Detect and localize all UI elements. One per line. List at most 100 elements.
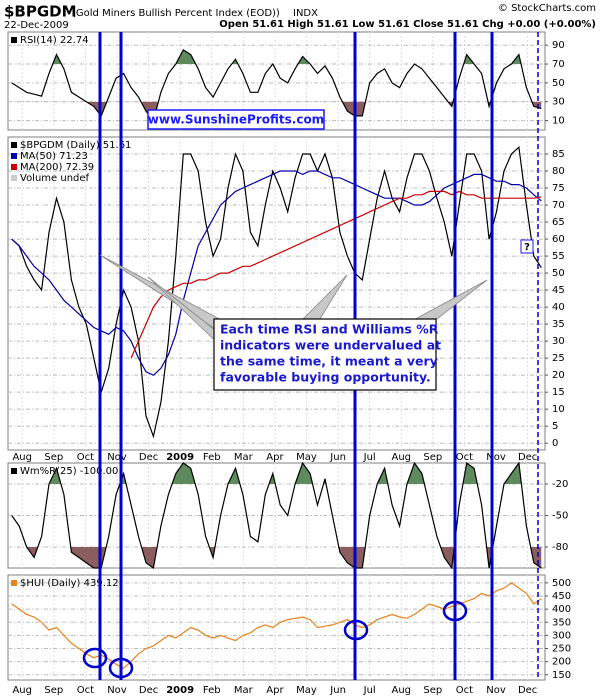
y-tick-label: 40 [552,302,565,313]
x-tick-label: Sep [44,685,63,696]
legend-swatch [11,142,17,148]
circle [82,647,108,669]
title-swatch [11,468,17,474]
legend-entry: MA(50) 71.23 [20,151,88,162]
x-tick-label: Aug [12,452,32,463]
x-tick-label: Sep [423,452,442,463]
description: (Gold Miners Bullish Percent Index (EOD)… [72,8,280,19]
x-tick-label: Nov [107,685,127,696]
circles [82,600,468,679]
x-tick-label: Jul [363,452,376,463]
symbol: $BPGDM [4,3,77,21]
panel-title: Wm%R(25) -100.00 [20,466,118,477]
x-tick-label: Oct [456,452,473,463]
panel: -20 -50 -80 Wm%R(25) -100.00 [7,461,568,570]
x-tick-label: Dec [518,452,537,463]
y-tick-label: 10 [552,116,565,127]
y-tick-label: 70 [552,200,565,211]
panel-title: $HUI (Daily) 439.12 [20,578,119,589]
x-tick-label: Oct [77,452,94,463]
y-tick-label: 60 [552,234,565,245]
x-tick-label: Jun [329,685,346,696]
x-tick-label: Dec [139,452,158,463]
circle [108,657,134,679]
y-tick-label: 250 [552,644,571,655]
question: ? [524,242,530,253]
signal-lines [98,32,539,680]
quote: Open 51.61 High 51.61 Low 51.61 Close 51… [219,19,596,30]
website: www.SunshineProfits.com [148,113,324,127]
x-tick-label: Mar [234,452,254,463]
circle [343,619,369,641]
legend-entry: $BPGDM (Daily) 51.61 [20,140,131,151]
source: © StockCharts.com [498,3,596,14]
series-line [130,190,542,359]
website-box [147,109,325,130]
y-tick-label: 80 [552,166,565,177]
x-tick-label: May [296,685,317,696]
y-tick-label: 30 [552,336,565,347]
x-tick-label: 2009 [166,452,194,463]
x-tick-label: 2009 [166,685,194,696]
x-tick-label: Jul [363,685,376,696]
y-tick-label: 200 [552,657,571,668]
x-tick-label: Aug [392,452,412,463]
y-tick-label: -50 [552,511,568,522]
annotations: www.SunshineProfits.com Each time RSI an… [82,32,539,680]
y-tick-label: 10 [552,404,565,415]
y-tick-label: 15 [552,387,565,398]
y-tick-label: 350 [552,617,571,628]
panel-title: RSI(14) 22.74 [20,35,89,46]
panel: 150 200 250 300 350 400 450 500 $HUI (Daily) 439… [7,574,571,681]
x-tick-label: Sep [423,685,442,696]
x-tick-label: Oct [456,685,473,696]
exchange: INDX [293,8,318,19]
y-tick-label: 50 [552,78,565,89]
legend-entry: Volume undef [20,173,90,184]
panel: 0 5 10 15 20 25 30 35 40 45 50 55 60 65 70 75 80 85 $BPGDM… [7,136,565,451]
y-tick-label: 25 [552,353,565,364]
y-tick-label: 450 [552,591,571,602]
x-tick-label: Apr [266,685,284,696]
y-tick-label: 85 [552,149,565,160]
x-tick-label: Feb [203,452,221,463]
date: 22-Dec-2009 [4,20,69,31]
y-tick-label: 0 [552,438,558,449]
callout-line: Each time RSI and Williams %R [220,322,439,337]
x-tick-label: Aug [12,685,32,696]
legend-swatch [11,153,17,159]
x-tick-label: Apr [266,452,284,463]
title-swatch [11,37,17,43]
x-tick-label: May [296,452,317,463]
y-tick-label: 35 [552,319,565,330]
y-tick-label: 90 [552,40,565,51]
legend-entry: MA(200) 72.39 [20,162,94,173]
x-tick-label: Aug [392,685,412,696]
title-swatch [11,580,17,586]
legend-swatch [11,175,17,181]
y-tick-label: 70 [552,59,565,70]
y-tick-label: -80 [552,542,568,553]
x-tick-label: Dec [139,685,158,696]
x-tick-label: Mar [234,685,254,696]
legend-swatch [11,164,17,170]
callout-box [213,318,437,391]
x-tick-label: Feb [203,685,221,696]
y-tick-label: 400 [552,604,571,615]
x-tick-label: Nov [486,452,506,463]
x-tick-label: Nov [486,685,506,696]
x-tick-label: Jun [329,452,346,463]
x-tick-label: Nov [107,452,127,463]
circle [442,600,468,622]
x-tick-label: Oct [77,685,94,696]
y-tick-label: 65 [552,217,565,228]
oversold-fill [11,547,542,568]
y-tick-label: 45 [552,285,565,296]
x-tick-label: Dec [518,685,537,696]
y-tick-label: 300 [552,630,571,641]
x-tick-label: Sep [44,452,63,463]
y-tick-label: -20 [552,479,568,490]
y-tick-label: 55 [552,251,565,262]
y-tick-label: 30 [552,97,565,108]
